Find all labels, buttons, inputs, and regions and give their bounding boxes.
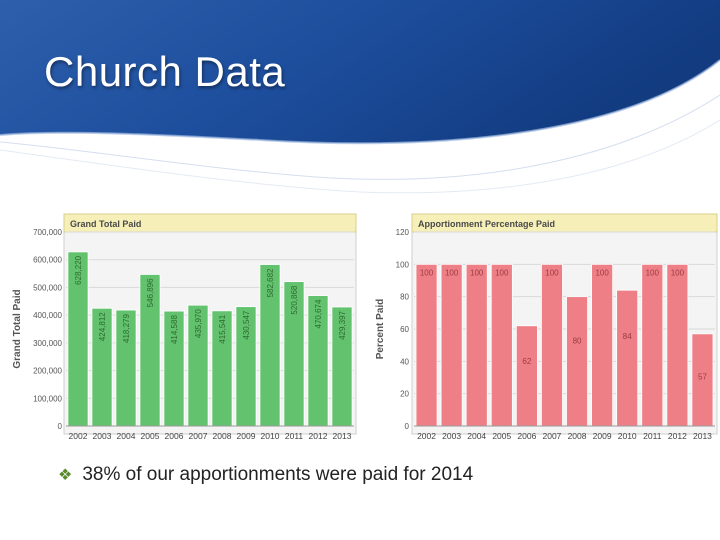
bar <box>465 263 488 427</box>
page-title: Church Data <box>44 48 286 95</box>
x-tick-label: 2007 <box>189 431 208 441</box>
apportionment-percentage-chart: Apportionment Percentage Paid 0 20 40 60 80 10… <box>375 213 718 441</box>
data-label: 414,588 <box>170 315 179 344</box>
bar <box>616 289 639 427</box>
bar <box>566 296 588 427</box>
x-tick-label: 2004 <box>467 431 486 441</box>
y-tick-label: 60 <box>400 325 409 334</box>
bar <box>415 263 438 427</box>
bullet-text: 38% of our apportionments were paid for … <box>82 464 474 485</box>
y-tick-label: 0 <box>58 422 63 431</box>
data-label: 430,547 <box>242 310 251 339</box>
y-axis-label: Percent Paid <box>375 299 386 360</box>
x-tick-label: 2012 <box>668 431 687 441</box>
data-label: 62 <box>522 357 531 366</box>
bar <box>641 263 664 427</box>
data-label: 582,682 <box>266 268 275 297</box>
data-label: 100 <box>420 268 434 277</box>
y-tick-label: 400,000 <box>33 311 62 320</box>
x-tick-label: 2006 <box>165 431 184 441</box>
bullet-item: ❖ 38% of our apportionments were paid fo… <box>58 460 473 490</box>
x-tick-label: 2009 <box>593 431 612 441</box>
x-tick-label: 2003 <box>442 431 461 441</box>
y-tick-label: 120 <box>396 228 410 237</box>
chart-title: Apportionment Percentage Paid <box>418 219 555 229</box>
x-tick-label: 2009 <box>237 431 256 441</box>
x-tick-label: 2010 <box>618 431 637 441</box>
chart-panel <box>411 213 718 435</box>
data-label: 100 <box>646 268 660 277</box>
bar <box>515 325 538 427</box>
y-tick-label: 100 <box>396 260 410 269</box>
y-tick-label: 300,000 <box>33 339 62 348</box>
x-tick-label: 2012 <box>309 431 328 441</box>
data-label: 429,397 <box>338 310 347 339</box>
data-label: 84 <box>623 332 632 341</box>
data-label: 418,279 <box>122 314 131 343</box>
x-tick-label: 2011 <box>285 431 304 441</box>
y-tick-label: 80 <box>400 293 409 302</box>
data-label: 100 <box>445 268 459 277</box>
y-tick-label: 0 <box>405 422 410 431</box>
x-tick-label: 2008 <box>213 431 232 441</box>
data-label: 435,970 <box>194 309 203 338</box>
chart-panel <box>63 213 357 435</box>
y-tick-label: 700,000 <box>33 228 62 237</box>
bar <box>666 263 689 427</box>
x-tick-label: 2002 <box>69 431 88 441</box>
data-label: 100 <box>545 268 559 277</box>
x-tick-label: 2013 <box>693 431 712 441</box>
y-axis-label: Grand Total Paid <box>12 289 23 368</box>
x-tick-label: 2005 <box>141 431 160 441</box>
data-label: 100 <box>470 268 484 277</box>
y-tick-label: 200,000 <box>33 367 62 376</box>
x-tick-label: 2006 <box>517 431 536 441</box>
grand-total-paid-chart: Grand Total Paid 0 100,000 200,000 300,000 40… <box>12 213 357 441</box>
data-label: 520,868 <box>290 285 299 314</box>
x-tick-label: 2004 <box>117 431 136 441</box>
data-label: 80 <box>573 336 582 345</box>
chart-title: Grand Total Paid <box>70 219 141 229</box>
data-label: 100 <box>595 268 609 277</box>
x-tick-label: 2005 <box>492 431 511 441</box>
data-label: 470,674 <box>314 299 323 328</box>
data-label: 546,896 <box>146 278 155 307</box>
y-tick-label: 100,000 <box>33 394 62 403</box>
bar <box>591 263 614 427</box>
x-tick-label: 2013 <box>333 431 352 441</box>
bar <box>490 263 513 427</box>
x-tick-label: 2003 <box>93 431 112 441</box>
data-label: 100 <box>495 268 509 277</box>
y-tick-label: 500,000 <box>33 283 62 292</box>
data-label: 424,812 <box>98 312 107 341</box>
y-tick-label: 20 <box>400 390 409 399</box>
data-label: 57 <box>698 372 707 381</box>
x-tick-label: 2011 <box>643 431 662 441</box>
charts-area: Grand Total Paid 0 100,000 200,000 300,000 40… <box>12 213 718 441</box>
bar <box>541 263 563 427</box>
y-tick-label: 40 <box>400 357 409 366</box>
y-tick-label: 600,000 <box>33 256 62 265</box>
bar <box>440 263 463 427</box>
data-label: 100 <box>671 268 685 277</box>
slide-header-banner <box>0 0 720 194</box>
x-tick-label: 2007 <box>542 431 561 441</box>
diamond-bullet-icon: ❖ <box>58 467 73 484</box>
x-tick-label: 2010 <box>261 431 280 441</box>
x-tick-label: 2002 <box>417 431 436 441</box>
data-label: 628,220 <box>74 255 83 284</box>
x-tick-label: 2008 <box>568 431 587 441</box>
data-label: 415,541 <box>218 314 227 343</box>
